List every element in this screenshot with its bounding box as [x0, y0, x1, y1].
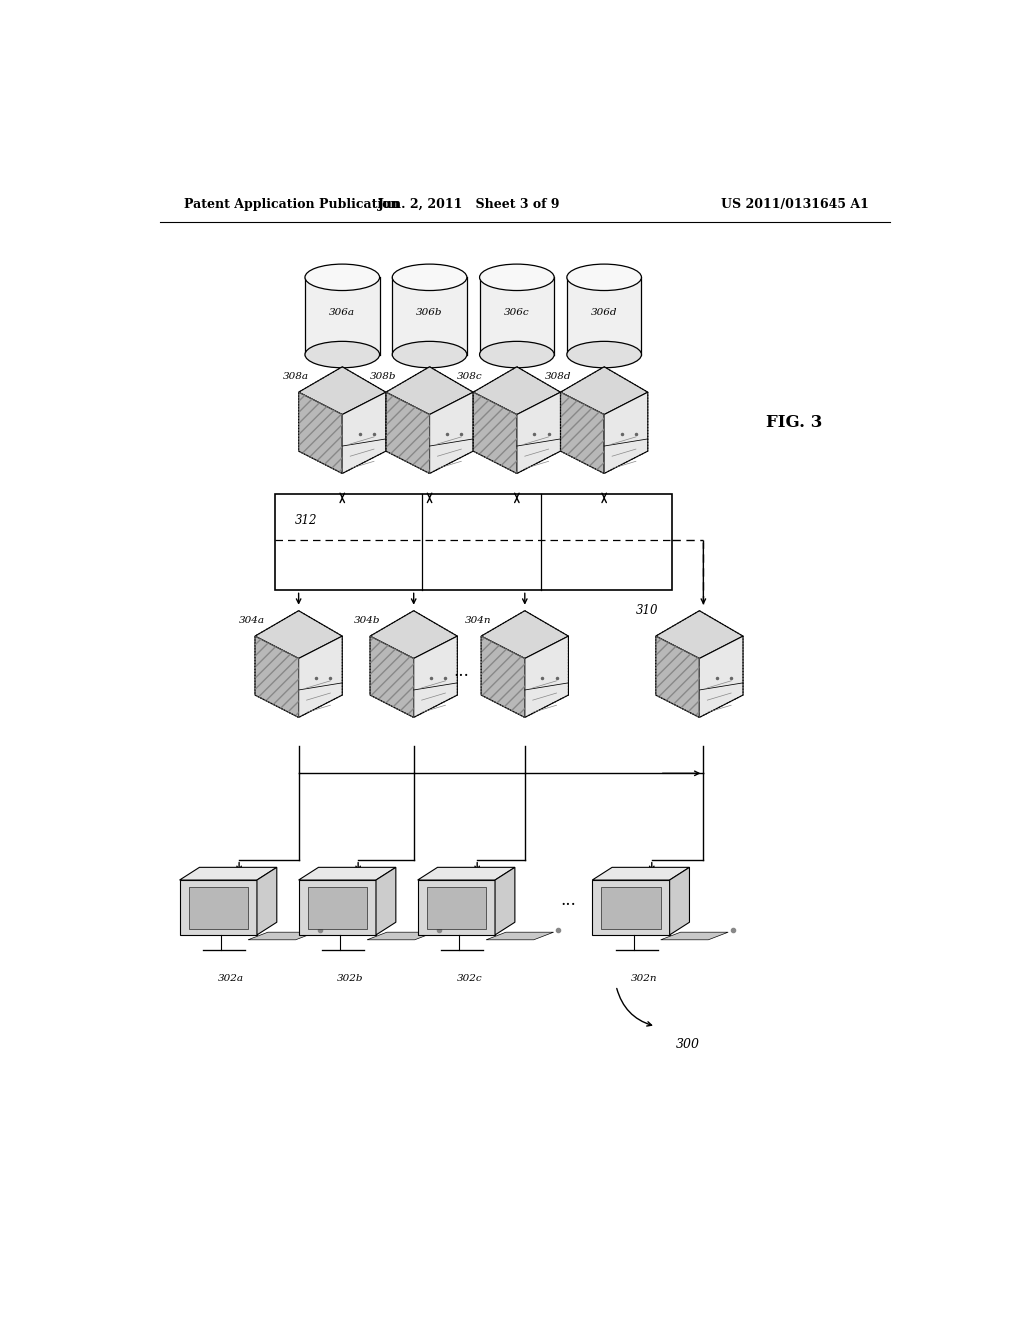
Polygon shape [255, 636, 299, 718]
Polygon shape [430, 392, 473, 474]
Polygon shape [255, 611, 342, 659]
Text: US 2011/0131645 A1: US 2011/0131645 A1 [721, 198, 868, 211]
Text: 308a: 308a [283, 372, 309, 381]
Polygon shape [299, 367, 386, 414]
Ellipse shape [479, 264, 554, 290]
Polygon shape [655, 611, 743, 659]
Polygon shape [179, 880, 257, 935]
Polygon shape [567, 277, 641, 355]
Text: 306c: 306c [504, 309, 529, 317]
Polygon shape [386, 367, 473, 414]
Text: 304b: 304b [354, 616, 381, 626]
Text: 306d: 306d [591, 309, 617, 317]
Polygon shape [305, 277, 380, 355]
Polygon shape [495, 867, 515, 935]
Polygon shape [392, 277, 467, 355]
Text: 308b: 308b [370, 372, 396, 381]
Ellipse shape [567, 264, 641, 290]
Polygon shape [307, 887, 367, 929]
Text: 302n: 302n [631, 974, 657, 982]
Text: Patent Application Publication: Patent Application Publication [183, 198, 399, 211]
Text: 310: 310 [636, 605, 658, 618]
Text: 300: 300 [676, 1039, 699, 1051]
Polygon shape [604, 392, 648, 474]
Polygon shape [414, 636, 458, 718]
Polygon shape [592, 880, 670, 935]
Polygon shape [601, 887, 660, 929]
Polygon shape [299, 392, 342, 474]
Bar [274, 494, 672, 590]
Text: 306b: 306b [417, 309, 442, 317]
Ellipse shape [392, 342, 467, 368]
Ellipse shape [392, 264, 467, 290]
Polygon shape [473, 392, 517, 474]
Text: 304a: 304a [240, 616, 265, 626]
Polygon shape [257, 867, 276, 935]
Polygon shape [248, 932, 315, 940]
Polygon shape [342, 392, 386, 474]
Polygon shape [418, 880, 495, 935]
Polygon shape [299, 880, 376, 935]
Polygon shape [699, 636, 743, 718]
Ellipse shape [479, 342, 554, 368]
Text: Jun. 2, 2011   Sheet 3 of 9: Jun. 2, 2011 Sheet 3 of 9 [378, 198, 560, 211]
Polygon shape [299, 636, 342, 718]
Text: 302b: 302b [337, 974, 364, 982]
Polygon shape [524, 636, 568, 718]
Polygon shape [670, 867, 689, 935]
Polygon shape [481, 611, 568, 659]
Text: 302c: 302c [457, 974, 482, 982]
Polygon shape [517, 392, 560, 474]
Ellipse shape [305, 264, 380, 290]
Polygon shape [370, 611, 458, 659]
Polygon shape [376, 867, 396, 935]
Text: 312: 312 [295, 515, 317, 528]
Text: 308d: 308d [545, 372, 571, 381]
Polygon shape [660, 932, 728, 940]
Ellipse shape [567, 342, 641, 368]
Polygon shape [427, 887, 486, 929]
Polygon shape [367, 932, 434, 940]
Ellipse shape [305, 342, 380, 368]
Text: 304n: 304n [465, 616, 492, 626]
Polygon shape [179, 867, 276, 880]
Text: FIG. 3: FIG. 3 [766, 414, 823, 432]
Text: 302a: 302a [218, 974, 244, 982]
Polygon shape [479, 277, 554, 355]
Text: ...: ... [454, 663, 469, 680]
Polygon shape [188, 887, 248, 929]
Polygon shape [370, 636, 414, 718]
Polygon shape [481, 636, 524, 718]
Polygon shape [473, 367, 560, 414]
Text: 306a: 306a [330, 309, 355, 317]
Text: ...: ... [560, 892, 577, 909]
Polygon shape [299, 867, 396, 880]
Text: 308c: 308c [458, 372, 483, 381]
Polygon shape [386, 392, 430, 474]
Polygon shape [486, 932, 554, 940]
Polygon shape [418, 867, 515, 880]
Polygon shape [560, 392, 604, 474]
Polygon shape [655, 636, 699, 718]
Polygon shape [560, 367, 648, 414]
Polygon shape [592, 867, 689, 880]
